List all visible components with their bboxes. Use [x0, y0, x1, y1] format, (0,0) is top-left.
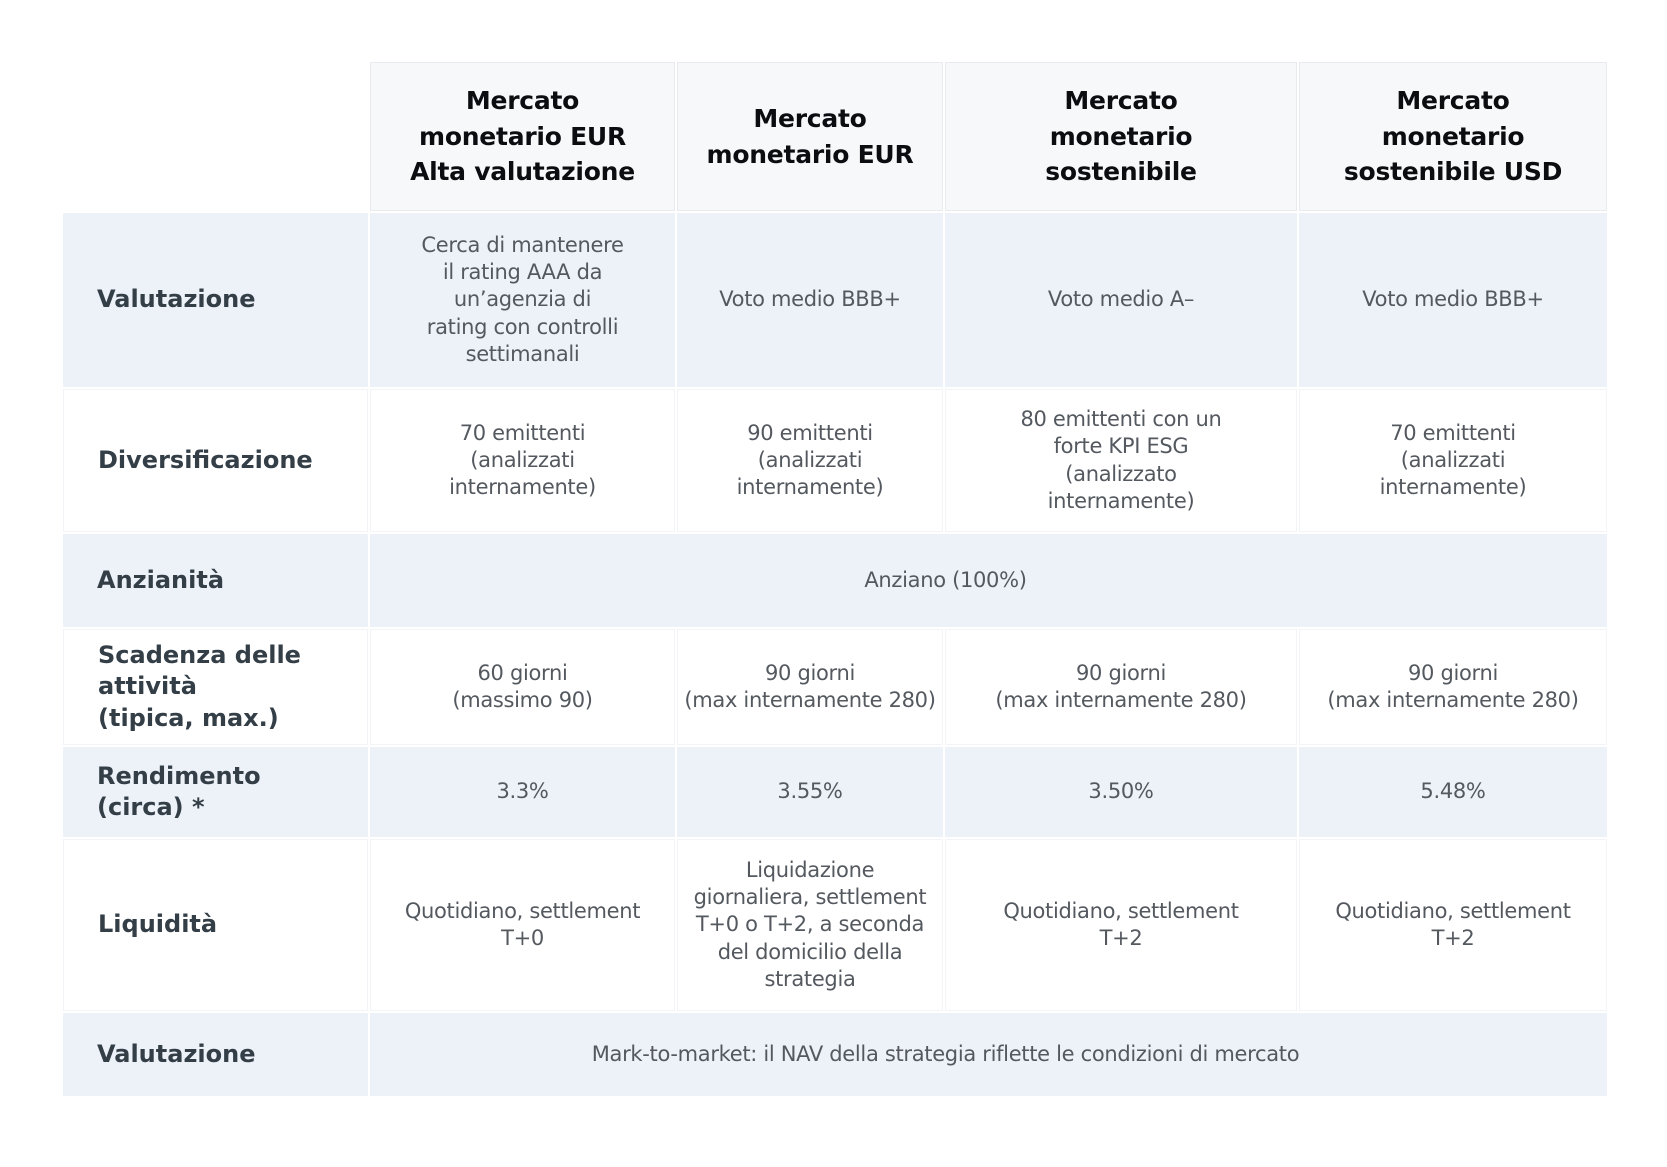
- row-label-diversificazione: Diversificazione: [63, 389, 368, 532]
- cell-valutazione-col1: Cerca di mantenere il rating AAA da un’a…: [370, 213, 675, 387]
- cell-liquidita-col2: Liquidazione giornaliera, settlement T+0…: [677, 839, 943, 1011]
- cell-diversificazione-col4: 70 emittenti (analizzati internamente): [1299, 389, 1607, 532]
- cell-liquidita-col1: Quotidiano, settlement T+0: [370, 839, 675, 1011]
- cell-liquidita-col4: Quotidiano, settlement T+2: [1299, 839, 1607, 1011]
- row-label-valutazione: Valutazione: [63, 213, 368, 387]
- comparison-table: Mercato monetario EUR Alta valutazione M…: [63, 62, 1607, 1096]
- column-header-text: Mercato monetario sostenibile: [1045, 86, 1197, 187]
- column-header-text: Mercato monetario EUR Alta valutazione: [410, 86, 635, 187]
- row-label-liquidita: Liquidità: [63, 839, 368, 1011]
- cell-valutazione-metodo-merged: Mark-to-market: il NAV della strategia r…: [370, 1013, 1607, 1096]
- cell-valutazione-col2: Voto medio BBB+: [677, 213, 943, 387]
- cell-diversificazione-col1: 70 emittenti (analizzati internamente): [370, 389, 675, 532]
- row-label-valutazione-metodo: Valutazione: [63, 1013, 368, 1096]
- cell-scadenza-col1: 60 giorni (massimo 90): [370, 629, 675, 745]
- cell-anzianita-merged: Anziano (100%): [370, 534, 1607, 627]
- cell-scadenza-col4: 90 giorni (max internamente 280): [1299, 629, 1607, 745]
- column-header-mm-sostenibile-usd: Mercato monetario sostenibile USD: [1299, 62, 1607, 211]
- cell-rendimento-col3: 3.50%: [945, 747, 1297, 837]
- cell-diversificazione-col2: 90 emittenti (analizzati internamente): [677, 389, 943, 532]
- cell-diversificazione-col3: 80 emittenti con un forte KPI ESG (anali…: [945, 389, 1297, 532]
- column-header-text: Mercato monetario sostenibile USD: [1343, 86, 1563, 187]
- column-header-mm-eur: Mercato monetario EUR: [677, 62, 943, 211]
- column-header-mm-eur-alta-valutazione: Mercato monetario EUR Alta valutazione: [370, 62, 675, 211]
- table-corner-blank: [63, 62, 368, 211]
- cell-scadenza-col2: 90 giorni (max internamente 280): [677, 629, 943, 745]
- row-label-scadenza: Scadenza delle attività (tipica, max.): [63, 629, 368, 745]
- row-label-rendimento: Rendimento (circa) *: [63, 747, 368, 837]
- cell-scadenza-col3: 90 giorni (max internamente 280): [945, 629, 1297, 745]
- cell-liquidita-col3: Quotidiano, settlement T+2: [945, 839, 1297, 1011]
- column-header-text: Mercato monetario EUR: [706, 104, 914, 169]
- column-header-mm-sostenibile: Mercato monetario sostenibile: [945, 62, 1297, 211]
- row-label-anzianita: Anzianità: [63, 534, 368, 627]
- cell-valutazione-col4: Voto medio BBB+: [1299, 213, 1607, 387]
- cell-rendimento-col1: 3.3%: [370, 747, 675, 837]
- cell-valutazione-col3: Voto medio A–: [945, 213, 1297, 387]
- cell-rendimento-col4: 5.48%: [1299, 747, 1607, 837]
- cell-rendimento-col2: 3.55%: [677, 747, 943, 837]
